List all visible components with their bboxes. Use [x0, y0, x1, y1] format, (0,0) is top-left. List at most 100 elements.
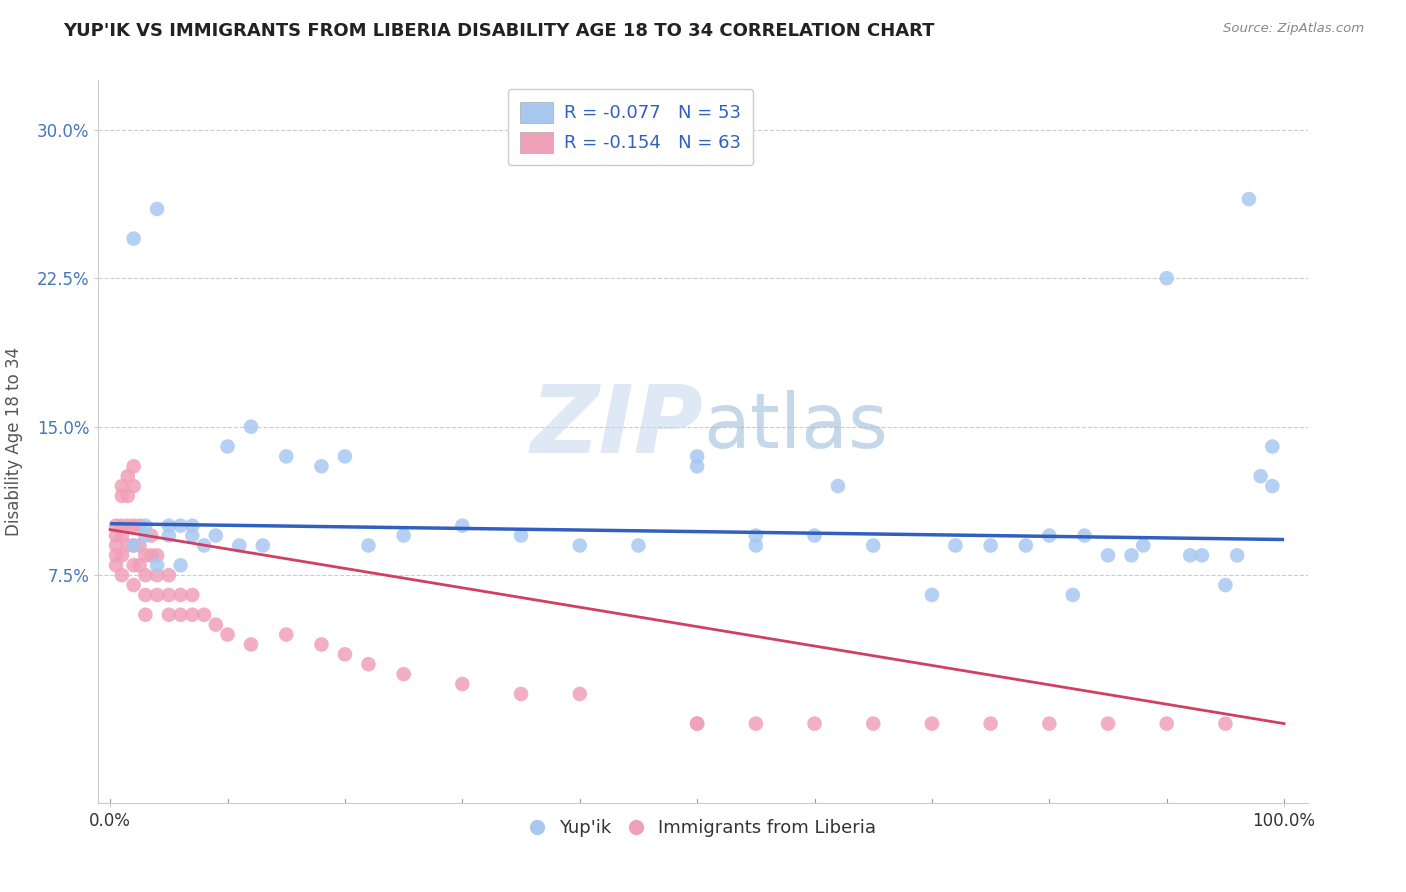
Yup'ik: [122, 232, 145, 246]
Immigrants from Liberia: [217, 627, 239, 641]
Yup'ik: [169, 558, 191, 573]
Immigrants from Liberia: [122, 459, 145, 474]
Immigrants from Liberia: [134, 549, 156, 563]
Yup'ik: [1062, 588, 1084, 602]
Immigrants from Liberia: [122, 578, 145, 592]
Yup'ik: [169, 518, 191, 533]
Yup'ik: [921, 588, 943, 602]
Immigrants from Liberia: [105, 518, 128, 533]
Yup'ik: [827, 479, 849, 493]
Yup'ik: [627, 539, 650, 553]
Yup'ik: [1015, 539, 1038, 553]
Immigrants from Liberia: [181, 607, 204, 622]
Yup'ik: [686, 459, 709, 474]
Immigrants from Liberia: [357, 657, 380, 672]
Immigrants from Liberia: [122, 518, 145, 533]
Immigrants from Liberia: [117, 518, 139, 533]
Immigrants from Liberia: [169, 607, 191, 622]
Immigrants from Liberia: [146, 549, 169, 563]
Text: atlas: atlas: [703, 390, 887, 464]
Yup'ik: [1237, 192, 1260, 206]
Yup'ik: [1226, 549, 1249, 563]
Immigrants from Liberia: [111, 489, 134, 503]
Immigrants from Liberia: [117, 489, 139, 503]
Immigrants from Liberia: [146, 568, 169, 582]
Immigrants from Liberia: [134, 607, 156, 622]
Immigrants from Liberia: [1156, 716, 1178, 731]
Immigrants from Liberia: [169, 588, 191, 602]
Yup'ik: [357, 539, 380, 553]
Yup'ik: [745, 539, 768, 553]
Legend: Yup'ik, Immigrants from Liberia: Yup'ik, Immigrants from Liberia: [523, 812, 883, 845]
Immigrants from Liberia: [1215, 716, 1237, 731]
Yup'ik: [1261, 440, 1284, 454]
Immigrants from Liberia: [105, 549, 128, 563]
Immigrants from Liberia: [921, 716, 943, 731]
Immigrants from Liberia: [141, 549, 163, 563]
Yup'ik: [1191, 549, 1213, 563]
Yup'ik: [392, 528, 415, 542]
Immigrants from Liberia: [128, 539, 150, 553]
Yup'ik: [1180, 549, 1202, 563]
Yup'ik: [1156, 271, 1178, 285]
Immigrants from Liberia: [686, 716, 709, 731]
Immigrants from Liberia: [134, 588, 156, 602]
Yup'ik: [510, 528, 533, 542]
Immigrants from Liberia: [157, 568, 180, 582]
Yup'ik: [146, 202, 169, 216]
Yup'ik: [333, 450, 356, 464]
Immigrants from Liberia: [451, 677, 474, 691]
Yup'ik: [945, 539, 967, 553]
Immigrants from Liberia: [146, 588, 169, 602]
Yup'ik: [217, 440, 239, 454]
Immigrants from Liberia: [122, 558, 145, 573]
Yup'ik: [1250, 469, 1272, 483]
Immigrants from Liberia: [111, 518, 134, 533]
Immigrants from Liberia: [862, 716, 884, 731]
Yup'ik: [1097, 549, 1119, 563]
Yup'ik: [980, 539, 1002, 553]
Immigrants from Liberia: [1097, 716, 1119, 731]
Immigrants from Liberia: [333, 648, 356, 662]
Yup'ik: [1215, 578, 1237, 592]
Immigrants from Liberia: [510, 687, 533, 701]
Immigrants from Liberia: [128, 558, 150, 573]
Immigrants from Liberia: [105, 539, 128, 553]
Immigrants from Liberia: [111, 528, 134, 542]
Yup'ik: [122, 539, 145, 553]
Yup'ik: [276, 450, 298, 464]
Immigrants from Liberia: [134, 568, 156, 582]
Text: ZIP: ZIP: [530, 381, 703, 473]
Yup'ik: [451, 518, 474, 533]
Immigrants from Liberia: [686, 716, 709, 731]
Y-axis label: Disability Age 18 to 34: Disability Age 18 to 34: [4, 347, 22, 536]
Immigrants from Liberia: [117, 539, 139, 553]
Text: Source: ZipAtlas.com: Source: ZipAtlas.com: [1223, 22, 1364, 36]
Immigrants from Liberia: [157, 588, 180, 602]
Immigrants from Liberia: [745, 716, 768, 731]
Immigrants from Liberia: [157, 607, 180, 622]
Immigrants from Liberia: [105, 558, 128, 573]
Immigrants from Liberia: [122, 479, 145, 493]
Yup'ik: [157, 518, 180, 533]
Immigrants from Liberia: [193, 607, 215, 622]
Yup'ik: [568, 539, 591, 553]
Immigrants from Liberia: [117, 469, 139, 483]
Yup'ik: [311, 459, 333, 474]
Yup'ik: [157, 528, 180, 542]
Immigrants from Liberia: [392, 667, 415, 681]
Yup'ik: [252, 539, 274, 553]
Yup'ik: [862, 539, 884, 553]
Immigrants from Liberia: [111, 479, 134, 493]
Immigrants from Liberia: [1038, 716, 1060, 731]
Immigrants from Liberia: [122, 539, 145, 553]
Yup'ik: [146, 558, 169, 573]
Yup'ik: [1073, 528, 1095, 542]
Immigrants from Liberia: [111, 568, 134, 582]
Yup'ik: [204, 528, 226, 542]
Immigrants from Liberia: [240, 637, 263, 651]
Immigrants from Liberia: [105, 528, 128, 542]
Yup'ik: [1121, 549, 1143, 563]
Yup'ik: [1038, 528, 1060, 542]
Yup'ik: [193, 539, 215, 553]
